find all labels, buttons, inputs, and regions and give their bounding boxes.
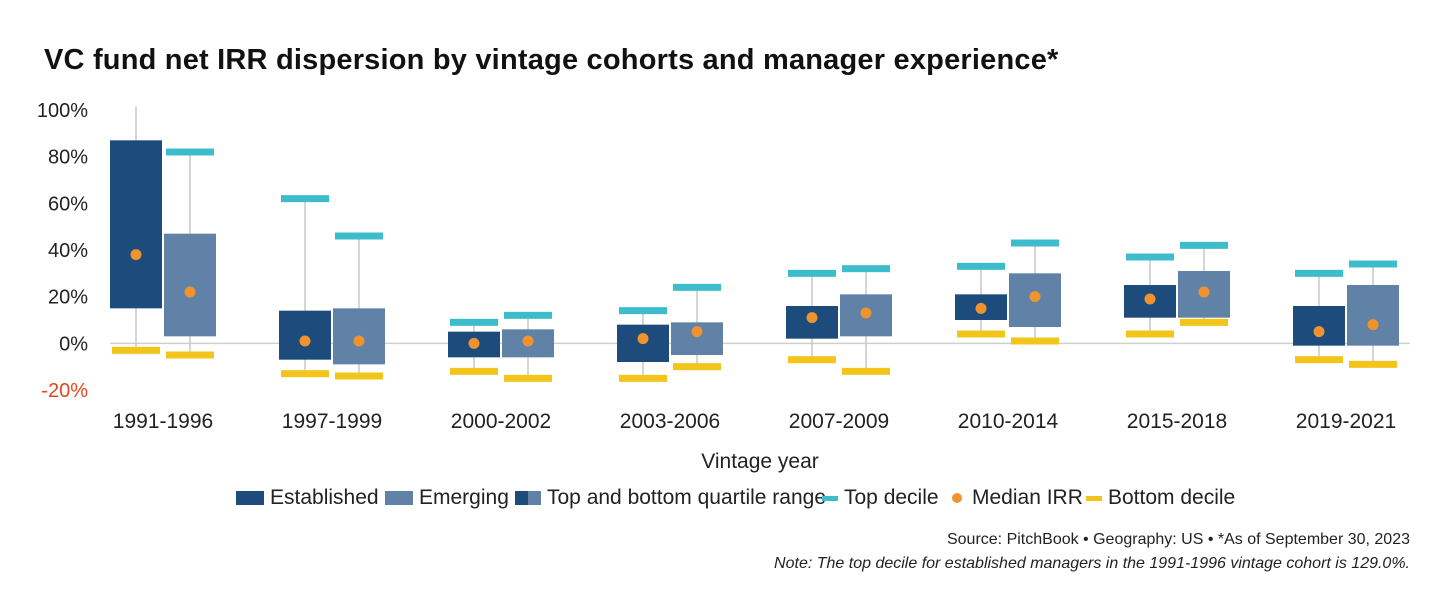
established-quartile-box <box>110 140 162 309</box>
source-footnote: Source: PitchBook • Geography: US • *As … <box>946 531 1410 548</box>
median-marker <box>468 337 480 349</box>
bottom-decile-marker <box>788 356 836 364</box>
legend-label: Top and bottom quartile range <box>547 486 827 509</box>
median-markers <box>130 249 1379 349</box>
bottom-decile-marker <box>504 374 552 382</box>
top-decile-marker <box>1180 241 1228 249</box>
established-quartile-box <box>1293 306 1345 346</box>
median-marker <box>691 326 703 338</box>
top-decile-marker <box>957 262 1005 270</box>
median-dot-icon <box>952 493 962 503</box>
top-decile-marker <box>842 265 890 273</box>
top-decile-marker <box>450 318 498 326</box>
legend-item-top-decile: Top decile <box>822 483 939 513</box>
x-axis-category-labels: 1991-1996 1997-1999 2000-2002 2003-2006 2007… <box>113 410 1396 433</box>
median-marker <box>1198 286 1210 298</box>
y-tick-label: 80% <box>48 147 88 169</box>
top-decile-marker <box>1011 239 1059 247</box>
x-tick-label: 2000-2002 <box>451 410 551 433</box>
bottom-decile-marker <box>450 367 498 375</box>
legend-item-established: Established <box>236 483 379 513</box>
bottom-decile-marker <box>166 351 214 359</box>
x-tick-label: 2015-2018 <box>1127 410 1227 433</box>
top-decile-marker <box>1349 260 1397 268</box>
legend-item-bottom-decile: Bottom decile <box>1086 483 1235 513</box>
legend-item-quartile-range: Top and bottom quartile range <box>515 483 826 513</box>
legend-label: Median IRR <box>972 486 1083 509</box>
x-tick-label: 2007-2009 <box>789 410 889 433</box>
x-tick-label: 2010-2014 <box>958 410 1059 433</box>
median-marker <box>806 312 818 324</box>
median-marker <box>1367 319 1379 331</box>
y-tick-label: 40% <box>48 240 88 262</box>
y-axis-ticks: -20% 0% 20% 40% 60% 80% 100% <box>37 100 88 402</box>
emerging-quartile-box <box>164 233 216 337</box>
established-quartile-box <box>279 310 331 360</box>
x-tick-label: 2003-2006 <box>620 410 720 433</box>
bottom-decile-marker <box>112 346 160 354</box>
bottom-decile-marker <box>673 363 721 371</box>
top-decile-marker <box>673 283 721 291</box>
median-marker <box>522 335 534 347</box>
median-marker <box>637 333 649 345</box>
bottom-decile-marker <box>335 372 383 380</box>
median-marker <box>860 307 872 319</box>
bottom-decile-marker <box>281 370 329 378</box>
y-tick-label: 100% <box>37 100 88 122</box>
top-decile-marker <box>788 269 836 277</box>
median-marker <box>1144 293 1156 305</box>
legend-label: Top decile <box>844 486 939 509</box>
legend-item-emerging: Emerging <box>385 483 509 513</box>
legend-label: Bottom decile <box>1108 486 1236 509</box>
established-swatch-icon <box>236 491 264 505</box>
x-tick-label: 1991-1996 <box>113 410 213 433</box>
median-marker <box>299 335 311 347</box>
top-decile-marker <box>619 307 667 315</box>
legend-label: Emerging <box>419 486 509 509</box>
median-marker <box>1029 291 1041 303</box>
y-tick-label: 20% <box>48 287 88 309</box>
x-tick-label: 1997-1999 <box>282 410 382 433</box>
x-tick-label: 2019-2021 <box>1296 410 1396 433</box>
irr-dispersion-chart: -20% 0% 20% 40% 60% 80% 100% 1991-1996 1997-199… <box>37 100 1410 433</box>
median-marker <box>975 302 987 314</box>
decile-markers <box>112 148 1397 382</box>
note-footnote: Note: The top decile for established man… <box>774 555 1410 572</box>
bottom-decile-marker <box>1349 360 1397 368</box>
bottom-decile-dash-icon <box>1086 495 1102 501</box>
emerging-quartile-box <box>1347 285 1399 346</box>
bottom-decile-marker <box>1295 356 1343 364</box>
bottom-decile-marker <box>619 374 667 382</box>
quartile-boxes <box>110 140 1399 365</box>
x-axis-label: Vintage year <box>701 450 819 473</box>
median-marker <box>184 286 196 298</box>
bottom-decile-marker <box>1180 318 1228 326</box>
legend: Established Emerging Top and bottom quar… <box>0 483 1456 513</box>
top-decile-marker <box>1295 269 1343 277</box>
median-marker <box>353 335 365 347</box>
top-decile-marker <box>335 232 383 240</box>
median-marker <box>130 249 142 261</box>
top-decile-marker <box>281 195 329 203</box>
median-marker <box>1313 326 1325 338</box>
y-tick-label: -20% <box>41 380 88 402</box>
bottom-decile-marker <box>842 367 890 375</box>
y-tick-label: 60% <box>48 193 88 215</box>
bottom-decile-marker <box>957 330 1005 338</box>
legend-label: Established <box>270 486 379 509</box>
y-tick-label: 0% <box>59 333 88 355</box>
top-decile-marker <box>504 311 552 319</box>
emerging-swatch-icon <box>385 491 413 505</box>
legend-item-median-irr: Median IRR <box>952 483 1083 513</box>
top-decile-dash-icon <box>822 495 838 501</box>
quartile-range-swatch-icon <box>515 491 541 505</box>
bottom-decile-marker <box>1011 337 1059 345</box>
top-decile-marker <box>1126 253 1174 261</box>
top-decile-marker <box>166 148 214 156</box>
chart-title: VC fund net IRR dispersion by vintage co… <box>44 44 1059 76</box>
bottom-decile-marker <box>1126 330 1174 338</box>
